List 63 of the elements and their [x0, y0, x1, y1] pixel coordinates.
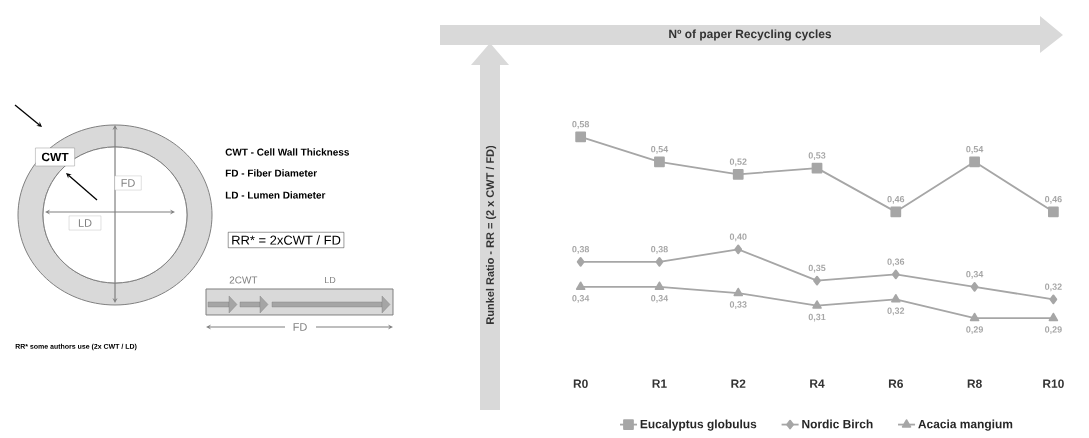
data-label: 0,38: [572, 246, 590, 254]
x-tick-label: R10: [1043, 379, 1064, 388]
point: [732, 168, 744, 180]
x-axis-title: Nº of paper Recycling cycles: [669, 29, 832, 41]
point: [969, 156, 980, 168]
text: CWT: [41, 152, 69, 162]
text: LD: [78, 219, 92, 227]
text: CWT - Cell Wall Thickness: [225, 148, 349, 156]
point: [1048, 312, 1059, 322]
x-tick-label: R0: [573, 379, 588, 388]
data-label: 0,32: [1045, 283, 1062, 292]
point: [576, 256, 585, 267]
text: 2CWT: [229, 276, 258, 284]
legend-label: Eucalyptus globulus: [640, 419, 757, 431]
data-label: 0,35: [808, 264, 826, 273]
text: FD - Fiber Diameter: [225, 169, 317, 177]
text: RR* = 2xCWT / FD: [232, 235, 341, 245]
data-label: 0,33: [729, 301, 747, 309]
legend-label: Nordic Birch: [802, 419, 873, 429]
data-label: 0,54: [651, 146, 669, 154]
data-label: 0,58: [572, 121, 590, 129]
point: [969, 312, 980, 322]
point: [891, 269, 900, 280]
data-label: 0,34: [651, 295, 669, 303]
point: [655, 256, 664, 267]
legend-label: Acacia mangium: [918, 419, 1013, 431]
point: [890, 206, 902, 218]
text: LD - Lumen Diameter: [225, 191, 326, 199]
data-label: 0,32: [887, 307, 905, 316]
x-tick-label: R1: [652, 379, 667, 388]
x-tick-label: R4: [810, 379, 825, 388]
data-label: 0,31: [808, 313, 826, 322]
point: [1047, 206, 1059, 218]
point: [813, 275, 821, 286]
data-label: 0,52: [729, 158, 747, 167]
x-tick-label: R8: [967, 379, 982, 388]
point: [654, 156, 665, 168]
data-label: 0,46: [1045, 196, 1062, 204]
point: [733, 287, 744, 297]
point: [812, 300, 822, 309]
point: [575, 131, 587, 143]
point: [575, 281, 586, 290]
point: [970, 281, 979, 292]
data-label: 0,46: [887, 196, 905, 204]
data-label: 0,36: [887, 258, 905, 267]
point: [1049, 294, 1058, 305]
text: FD: [121, 179, 135, 187]
data-label: 0,40: [729, 233, 747, 242]
point: [891, 293, 901, 303]
data-label: 0,34: [572, 295, 590, 303]
point: [654, 281, 665, 290]
data-label: 0,38: [651, 246, 668, 254]
text: LD: [325, 276, 336, 284]
x-tick-label: R6: [888, 379, 904, 388]
data-label: 0,29: [1045, 326, 1062, 334]
y-axis-title: Runkel Ratio - RR = (2 x CWT / FD): [485, 145, 497, 324]
x-tick-label: R2: [731, 379, 746, 388]
data-label: 0,29: [966, 326, 983, 334]
data-label: 0,34: [966, 271, 984, 279]
point: [734, 244, 743, 255]
data-label: 0,54: [966, 146, 984, 154]
text: FD: [293, 323, 307, 331]
data-label: 0,53: [808, 152, 826, 160]
